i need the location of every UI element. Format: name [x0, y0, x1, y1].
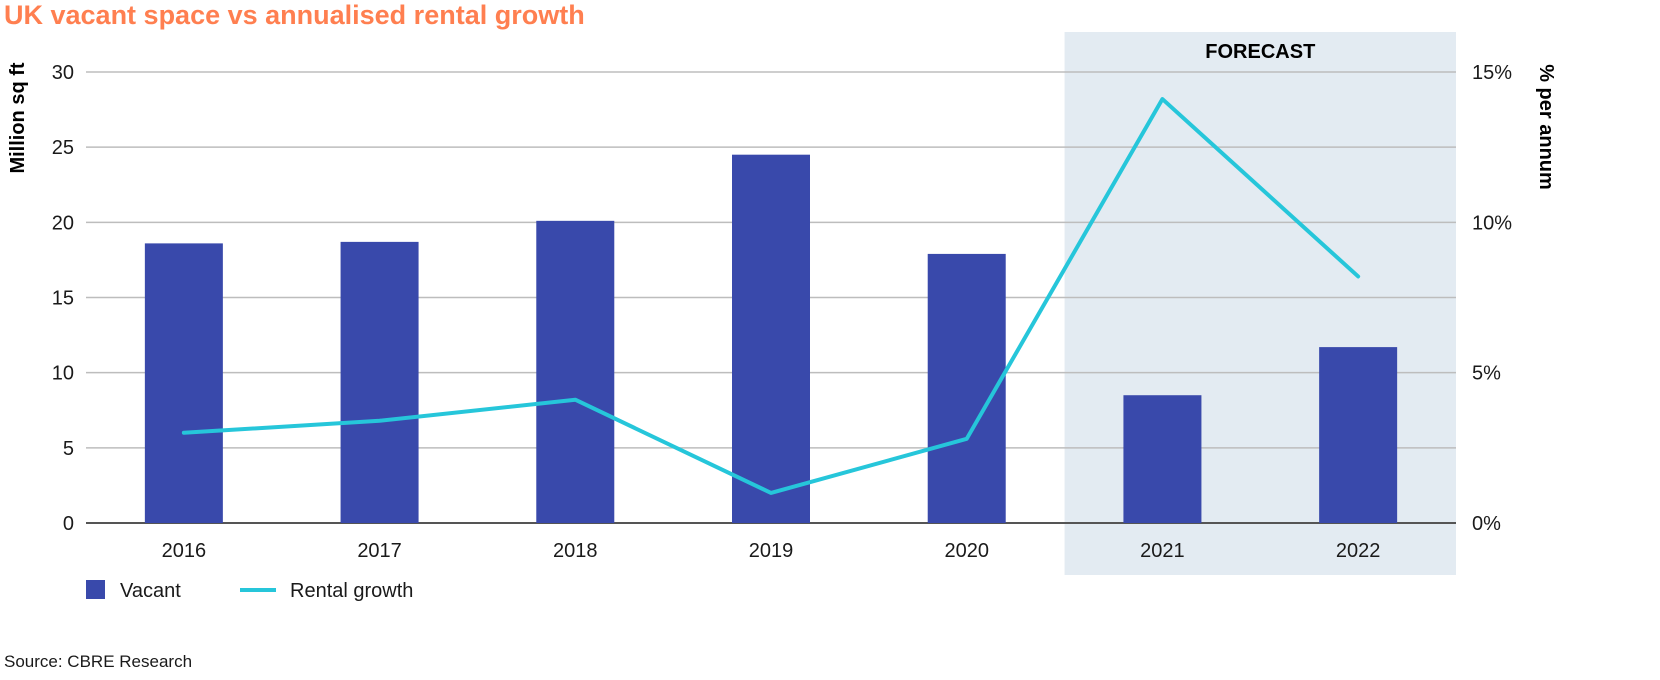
- x-tick-label: 2018: [553, 540, 598, 562]
- bar-vacant-2018: [536, 220, 615, 523]
- y-tick-label: 25: [52, 137, 74, 159]
- legend-swatch-vacant: [86, 580, 105, 599]
- y2-axis-title: % per annum: [1535, 64, 1557, 190]
- x-tick-label: 2021: [1140, 540, 1185, 562]
- y2-tick-label: 10%: [1472, 212, 1512, 234]
- bars: [144, 154, 1398, 524]
- forecast-label: FORECAST: [1205, 41, 1315, 63]
- forecast-region: FORECAST: [1064, 32, 1456, 575]
- y-tick-label: 30: [52, 62, 74, 84]
- y-tick-label: 10: [52, 363, 74, 385]
- tick-labels: 0 5 10 15 20 25 30 0% 5% 10% 15% 2016 2017 2018 2019 20…: [7, 62, 1557, 562]
- y-axis-title: Million sq ft: [7, 62, 29, 173]
- bar-vacant-2021: [1123, 395, 1202, 523]
- x-tick-label: 2022: [1336, 540, 1381, 562]
- bar-vacant-2019: [732, 154, 810, 523]
- bar-vacant-2016: [144, 243, 223, 523]
- forecast-background: [1064, 32, 1456, 575]
- y-tick-label: 15: [52, 288, 74, 310]
- y2-tick-label: 0%: [1472, 513, 1501, 535]
- bar-vacant-2020: [927, 253, 1006, 524]
- x-tick-label: 2020: [944, 540, 989, 562]
- legend: Vacant Rental growth: [86, 580, 413, 602]
- y-tick-label: 0: [63, 513, 74, 535]
- chart-title: UK vacant space vs annualised rental gro…: [4, 0, 585, 30]
- bar-vacant-2017: [340, 241, 419, 524]
- x-tick-label: 2019: [749, 540, 794, 562]
- legend-label-vacant: Vacant: [120, 580, 181, 602]
- y-tick-label: 20: [52, 212, 74, 234]
- y2-tick-label: 5%: [1472, 363, 1501, 385]
- y2-tick-label: 15%: [1472, 62, 1512, 84]
- bar-vacant-2022: [1319, 347, 1398, 523]
- y-tick-label: 5: [63, 438, 74, 460]
- x-tick-label: 2017: [357, 540, 402, 562]
- source-note: Source: CBRE Research: [4, 652, 193, 671]
- x-tick-label: 2016: [162, 540, 207, 562]
- rental-growth-line: [181, 97, 1361, 495]
- legend-label-rental-growth: Rental growth: [290, 580, 413, 602]
